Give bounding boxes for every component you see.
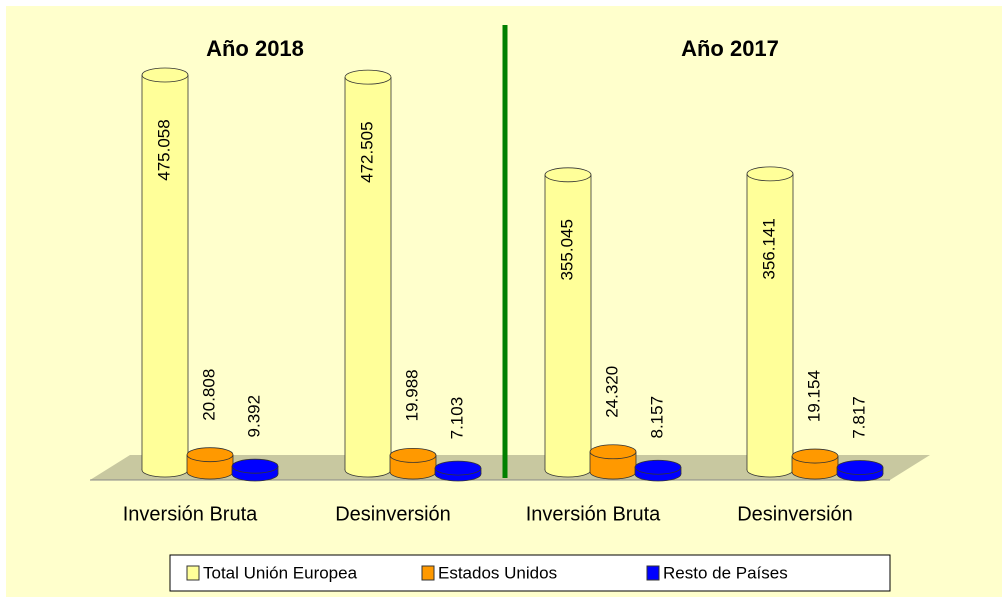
- floor: [90, 455, 930, 480]
- bar: [389, 447, 437, 480]
- data-label: 9.392: [244, 395, 263, 438]
- bar: [544, 167, 592, 478]
- bar-part: [836, 460, 884, 475]
- data-label: 472.505: [357, 121, 376, 182]
- annotation: Año 2018: [206, 36, 304, 61]
- annotation: Año 2017: [681, 36, 779, 61]
- bar-part: [747, 173, 793, 470]
- x-tick-label: Desinversión: [335, 503, 451, 525]
- legend-swatch: [421, 565, 435, 581]
- x-tick-label: Inversión Bruta: [526, 503, 661, 525]
- bar-part: [791, 448, 839, 464]
- bar-part: [746, 166, 794, 182]
- bar-part: [389, 447, 437, 463]
- bar-part: [434, 460, 482, 476]
- bar-part: [231, 458, 279, 474]
- bar-part: [545, 174, 591, 471]
- bar: [434, 460, 482, 482]
- data-label: 7.103: [447, 397, 466, 440]
- data-label: 8.157: [647, 396, 666, 439]
- data-label: 475.058: [154, 119, 173, 180]
- bar-part: [544, 167, 592, 183]
- bar: [634, 459, 682, 482]
- data-label: 19.988: [402, 369, 421, 421]
- x-tick-label: Desinversión: [737, 503, 853, 525]
- bar: [746, 166, 794, 478]
- bar-part: [142, 75, 188, 470]
- bar: [791, 448, 839, 480]
- data-label: 355.045: [557, 219, 576, 280]
- data-label: 24.320: [602, 366, 621, 418]
- bar: [836, 460, 884, 482]
- legend-swatch: [186, 565, 200, 581]
- legend: [169, 554, 891, 592]
- bar-part: [344, 69, 392, 85]
- data-label: 356.141: [759, 218, 778, 279]
- bar: [141, 67, 189, 478]
- bar-part: [634, 459, 682, 475]
- bar: [589, 444, 637, 480]
- legend-label: Estados Unidos: [438, 563, 557, 582]
- legend-label: Resto de Países: [663, 563, 788, 582]
- legend-label: Total Unión Europea: [203, 563, 358, 582]
- legend-swatch: [646, 565, 660, 581]
- data-label: 20.808: [199, 369, 218, 421]
- data-label: 7.817: [849, 396, 868, 439]
- bar: [344, 69, 392, 478]
- bar: [231, 458, 279, 482]
- bar-part: [589, 444, 637, 460]
- data-label: 19.154: [804, 370, 823, 422]
- bar-part: [345, 77, 391, 470]
- x-tick-label: Inversión Bruta: [123, 503, 258, 525]
- bar-part: [186, 447, 234, 463]
- bar: [186, 447, 234, 480]
- bar-part: [141, 67, 189, 83]
